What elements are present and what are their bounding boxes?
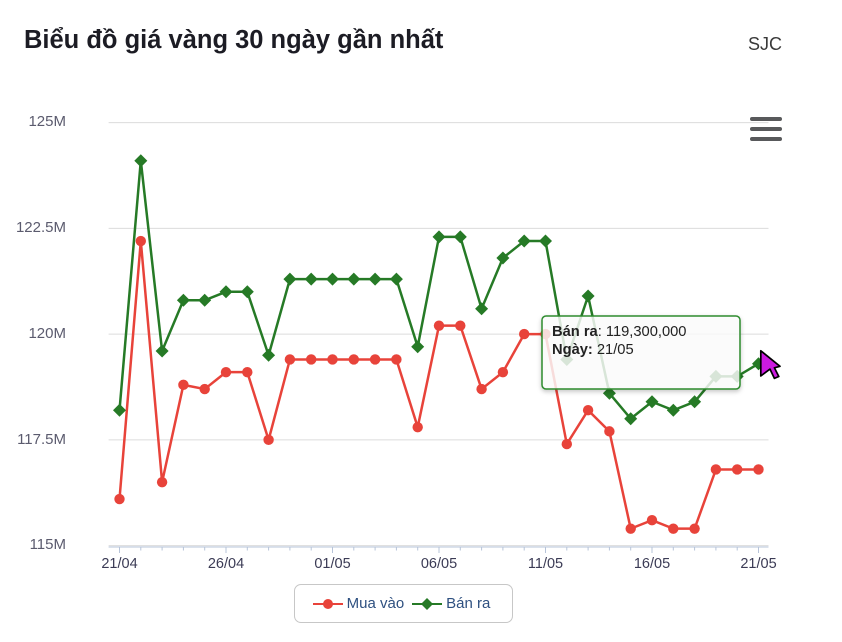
svg-text:21/04: 21/04 (101, 556, 137, 572)
svg-text:115M: 115M (30, 536, 66, 553)
svg-text:122.5M: 122.5M (16, 219, 66, 236)
svg-text:16/05: 16/05 (634, 556, 670, 572)
svg-text:01/05: 01/05 (314, 556, 350, 572)
svg-text:06/05: 06/05 (421, 556, 457, 572)
svg-text:21/05: 21/05 (740, 556, 776, 572)
svg-text:11/05: 11/05 (528, 556, 563, 572)
svg-text:120M: 120M (28, 325, 66, 342)
svg-text:117.5M: 117.5M (17, 431, 66, 448)
svg-text:125M: 125M (28, 113, 66, 130)
svg-text:26/04: 26/04 (208, 556, 244, 572)
